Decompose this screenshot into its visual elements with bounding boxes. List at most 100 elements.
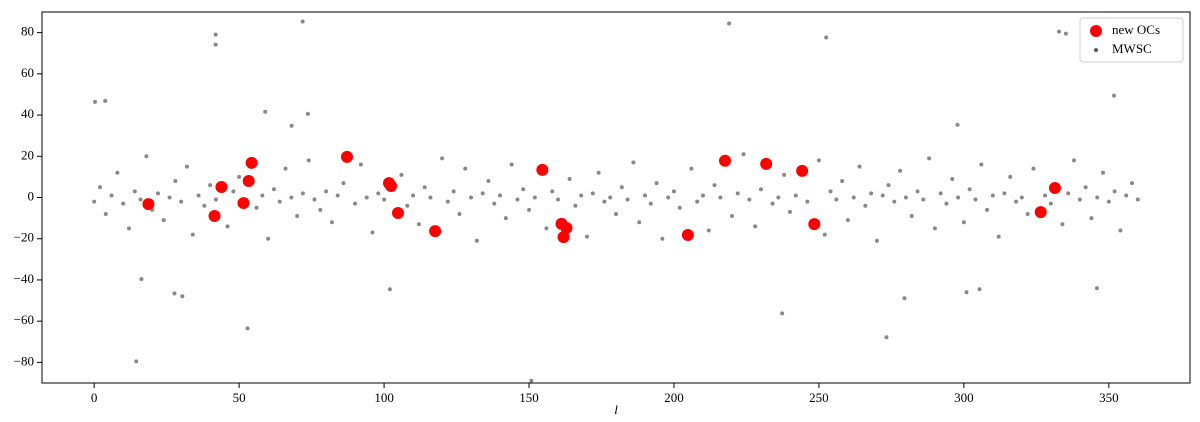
mwsc-point [335,193,340,198]
mwsc-point [727,21,732,26]
new-oc-point [215,180,228,193]
mwsc-point [1135,197,1140,202]
mwsc-point [961,220,966,225]
mwsc-point [1019,195,1024,200]
mwsc-point [318,207,323,212]
mwsc-point [718,195,723,200]
mwsc-point [770,201,775,206]
mwsc-point [648,201,653,206]
mwsc-point [631,160,636,165]
legend-marker [1094,48,1098,52]
mwsc-point [503,216,508,221]
mwsc-point [964,290,969,295]
mwsc-point [857,164,862,169]
mwsc-point [851,195,856,200]
mwsc-point [1025,211,1030,216]
mwsc-point [602,199,607,204]
mwsc-point [787,209,792,214]
mwsc-point [382,197,387,202]
mwsc-point [747,197,752,202]
mwsc-point [155,191,160,196]
mwsc-point [1056,29,1061,34]
mwsc-point [180,294,185,299]
mwsc-point [729,214,734,219]
mwsc-point [353,201,358,206]
x-tick-label: 0 [91,390,98,405]
mwsc-point [927,156,932,161]
mwsc-point [399,172,404,177]
mwsc-point [979,162,984,167]
new-oc-point [208,210,221,223]
mwsc-point [863,203,868,208]
new-oc-point [385,179,398,192]
mwsc-point [277,199,282,204]
mwsc-point [126,226,131,231]
new-oc-point [1034,206,1047,219]
mwsc-point [370,230,375,235]
new-oc-point [429,225,442,238]
mwsc-point [109,193,114,198]
mwsc-point [782,172,787,177]
mwsc-point [289,195,294,200]
mwsc-point [213,197,218,202]
mwsc-point [556,197,561,202]
mwsc-point [463,166,468,171]
mwsc-point [828,189,833,194]
mwsc-point [706,228,711,233]
y-tick-label: −40 [14,271,34,286]
mwsc-point [1118,228,1123,233]
mwsc-point [573,203,578,208]
mwsc-point [550,189,555,194]
mwsc-point [977,287,982,292]
new-oc-point [142,198,155,211]
mwsc-point [139,277,144,282]
mwsc-point [909,214,914,219]
mwsc-point [990,193,995,198]
mwsc-point [1089,216,1094,221]
new-oc-point [719,154,732,167]
x-tick-label: 150 [519,390,539,405]
mwsc-point [874,238,879,243]
new-oc-point [681,229,694,242]
mwsc-point [289,123,294,128]
mwsc-point [1083,185,1088,190]
mwsc-point [834,197,839,202]
x-tick-label: 200 [664,390,684,405]
new-oc-point [245,156,258,169]
mwsc-point [956,195,961,200]
mwsc-point [950,176,955,181]
y-tick-label: 60 [21,65,34,80]
mwsc-point [700,193,705,198]
new-oc-point [340,150,353,163]
x-tick-label: 350 [1099,390,1119,405]
mwsc-point [921,197,926,202]
x-tick-label: 50 [233,390,246,405]
mwsc-point [590,191,595,196]
mwsc-point [758,187,763,192]
mwsc-point [735,191,740,196]
mwsc-point [480,191,485,196]
mwsc-point [567,176,572,181]
mwsc-point [1066,191,1071,196]
new-oc-point [796,164,809,177]
y-tick-label: −60 [14,312,34,327]
mwsc-point [445,199,450,204]
y-tick-label: 40 [21,106,34,121]
mwsc-point [816,158,821,163]
mwsc-point [596,170,601,175]
mwsc-point [225,224,230,229]
legend-label: MWSC [1112,41,1152,56]
new-oc-point [237,197,250,210]
mwsc-point [271,187,276,192]
mwsc-point [190,232,195,237]
mwsc-point [305,111,310,116]
mwsc-point [492,201,497,206]
mwsc-point [1072,158,1077,163]
mwsc-point [973,197,978,202]
mwsc-point [1112,189,1117,194]
mwsc-point [625,197,630,202]
legend-marker [1090,25,1102,37]
mwsc-point [521,187,526,192]
mwsc-point [93,99,98,104]
